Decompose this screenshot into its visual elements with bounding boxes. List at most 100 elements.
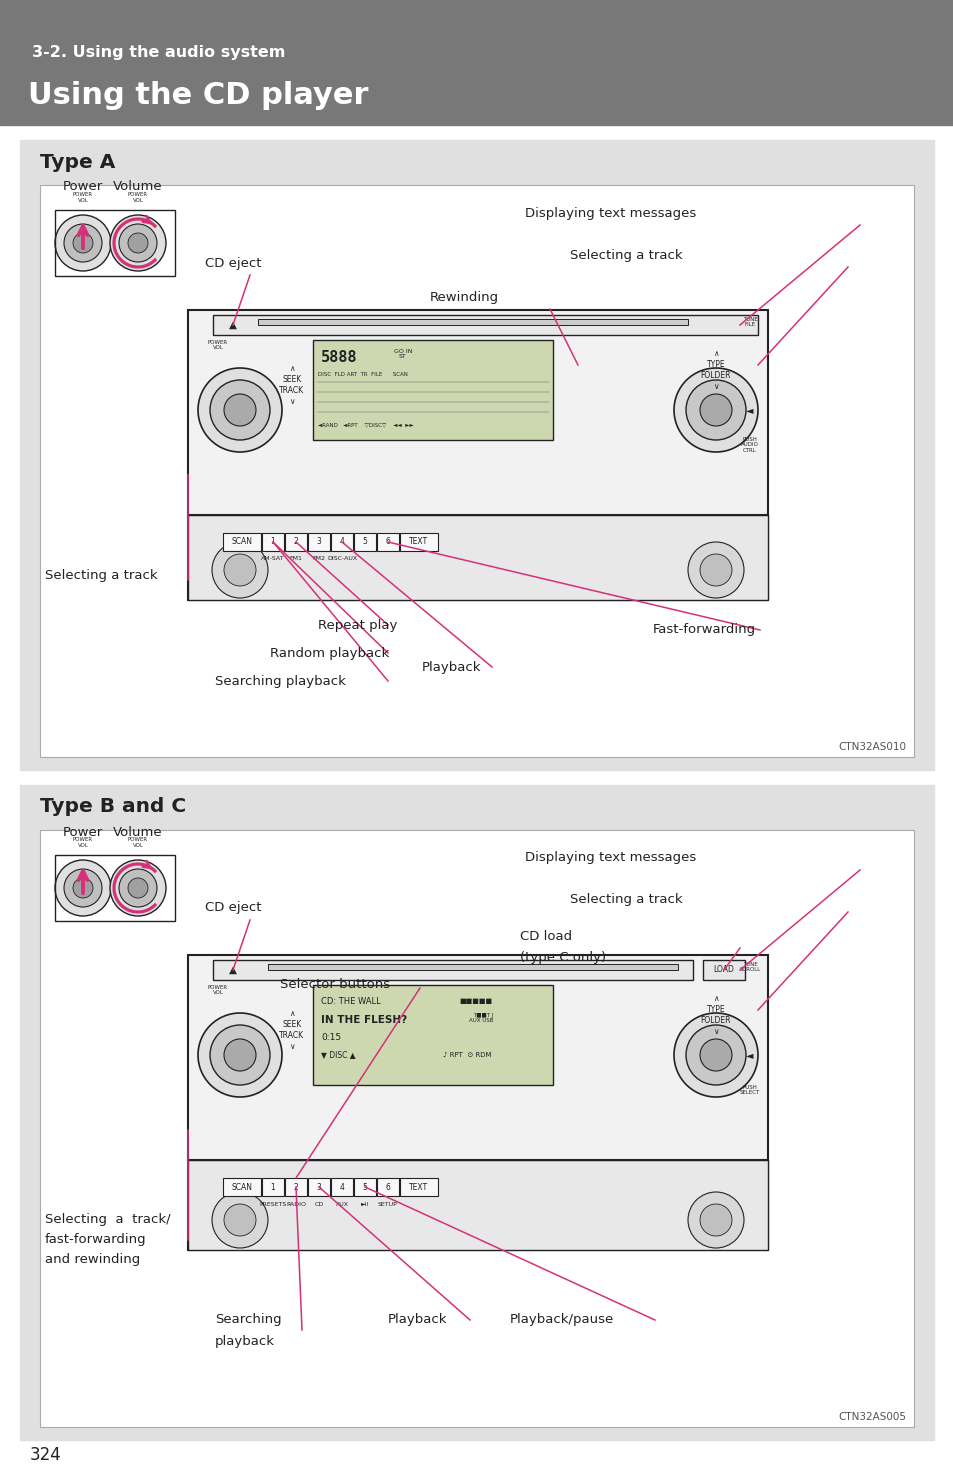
Bar <box>40 184 913 757</box>
Text: ∧
SEEK
TRACK
∨: ∧ SEEK TRACK ∨ <box>279 364 304 406</box>
Text: 5888: 5888 <box>320 351 357 366</box>
Text: ∧
TYPE
FOLDER
∨: ∧ TYPE FOLDER ∨ <box>700 350 731 391</box>
Text: T■■T J
AUX USB: T■■T J AUX USB <box>468 1013 493 1024</box>
Text: PRESETS: PRESETS <box>259 1202 286 1207</box>
Text: FM1: FM1 <box>290 556 302 562</box>
Text: SCAN: SCAN <box>232 537 253 547</box>
Bar <box>331 1179 353 1196</box>
Bar <box>188 1159 767 1249</box>
Text: 1: 1 <box>271 537 275 547</box>
Text: CD eject: CD eject <box>205 257 261 270</box>
Text: Volume: Volume <box>113 826 163 838</box>
Text: POWER
VOL: POWER VOL <box>128 838 148 848</box>
Text: 6: 6 <box>385 1183 390 1192</box>
Circle shape <box>700 555 731 586</box>
Circle shape <box>55 215 111 271</box>
Circle shape <box>64 224 102 263</box>
Bar <box>268 965 678 971</box>
Text: Searching playback: Searching playback <box>214 674 346 687</box>
Bar <box>308 1179 330 1196</box>
Bar <box>20 140 933 770</box>
Bar <box>55 209 174 276</box>
Circle shape <box>700 394 731 426</box>
Bar <box>188 310 767 600</box>
Text: Selecting a track: Selecting a track <box>569 894 682 907</box>
Text: CTN32AS005: CTN32AS005 <box>837 1412 905 1422</box>
Text: 3: 3 <box>316 537 321 547</box>
Bar <box>223 1179 261 1196</box>
Bar <box>399 532 437 552</box>
Circle shape <box>128 878 148 898</box>
Text: ►II: ►II <box>360 1202 369 1207</box>
Text: SCAN: SCAN <box>232 1183 253 1192</box>
Circle shape <box>210 381 270 440</box>
Circle shape <box>224 1038 255 1071</box>
Text: TEXT: TEXT <box>409 1183 428 1192</box>
Circle shape <box>73 233 92 254</box>
Text: and rewinding: and rewinding <box>45 1254 140 1267</box>
Text: Power: Power <box>63 180 103 193</box>
Text: 6: 6 <box>385 537 390 547</box>
Text: GO IN
ST: GO IN ST <box>394 348 412 360</box>
Text: POWER
VOL: POWER VOL <box>208 339 228 351</box>
Text: ▲: ▲ <box>229 965 236 975</box>
Text: playback: playback <box>214 1335 274 1348</box>
Text: ♪ RPT  ⊙ RDM: ♪ RPT ⊙ RDM <box>442 1052 491 1058</box>
Bar <box>313 341 553 440</box>
Text: Displaying text messages: Displaying text messages <box>524 851 696 864</box>
Circle shape <box>198 1013 282 1097</box>
Circle shape <box>673 1013 758 1097</box>
Circle shape <box>212 1192 268 1248</box>
Text: 5: 5 <box>362 1183 367 1192</box>
Circle shape <box>224 1204 255 1236</box>
Text: ◄: ◄ <box>745 406 753 414</box>
Bar <box>20 785 933 1440</box>
Text: ▼ DISC ▲: ▼ DISC ▲ <box>320 1050 355 1059</box>
Text: 4: 4 <box>339 1183 344 1192</box>
Bar <box>0 0 953 125</box>
Bar <box>40 830 913 1426</box>
Text: 1: 1 <box>271 1183 275 1192</box>
Text: Selecting a track: Selecting a track <box>45 568 157 581</box>
Text: RADIO: RADIO <box>286 1202 306 1207</box>
Text: TUNE
FILE: TUNE FILE <box>741 317 757 327</box>
Bar <box>399 1179 437 1196</box>
Bar <box>213 316 758 335</box>
Text: POWER
VOL: POWER VOL <box>208 985 228 996</box>
Circle shape <box>119 869 157 907</box>
Circle shape <box>110 215 166 271</box>
Text: CTN32AS010: CTN32AS010 <box>837 742 905 752</box>
Bar <box>376 1179 398 1196</box>
Circle shape <box>198 367 282 451</box>
Text: 324: 324 <box>30 1446 62 1465</box>
Bar <box>702 960 744 979</box>
Bar <box>213 960 692 979</box>
Bar <box>285 532 307 552</box>
Text: ∧
TYPE
FOLDER
∨: ∧ TYPE FOLDER ∨ <box>700 994 731 1035</box>
Bar <box>331 532 353 552</box>
Text: LOAD: LOAD <box>713 966 734 975</box>
Circle shape <box>119 224 157 263</box>
Text: POWER
VOL: POWER VOL <box>128 192 148 204</box>
Text: ◄RAND   ◄RPT    ▽DISC▽    ◄◄  ►►: ◄RAND ◄RPT ▽DISC▽ ◄◄ ►► <box>317 422 414 428</box>
Text: Selector buttons: Selector buttons <box>280 978 390 991</box>
Text: Type A: Type A <box>40 152 115 171</box>
Circle shape <box>687 541 743 597</box>
Text: Type B and C: Type B and C <box>40 798 186 817</box>
Text: CD load: CD load <box>519 929 572 943</box>
Text: PUSH
AUDIO
CTRL: PUSH AUDIO CTRL <box>740 437 759 453</box>
Text: ▲: ▲ <box>229 320 236 330</box>
Text: 0:15: 0:15 <box>320 1034 341 1043</box>
Text: 2: 2 <box>294 1183 298 1192</box>
Circle shape <box>700 1038 731 1071</box>
Circle shape <box>224 555 255 586</box>
Text: CD: THE WALL: CD: THE WALL <box>320 997 380 1006</box>
Text: Searching: Searching <box>214 1314 281 1326</box>
Text: 3-2. Using the audio system: 3-2. Using the audio system <box>32 44 285 59</box>
Text: Selecting a track: Selecting a track <box>569 248 682 261</box>
Circle shape <box>224 394 255 426</box>
Bar <box>188 954 767 1249</box>
Text: 4: 4 <box>339 537 344 547</box>
Text: ■■■■■: ■■■■■ <box>459 999 493 1004</box>
Text: AUX: AUX <box>335 1202 348 1207</box>
